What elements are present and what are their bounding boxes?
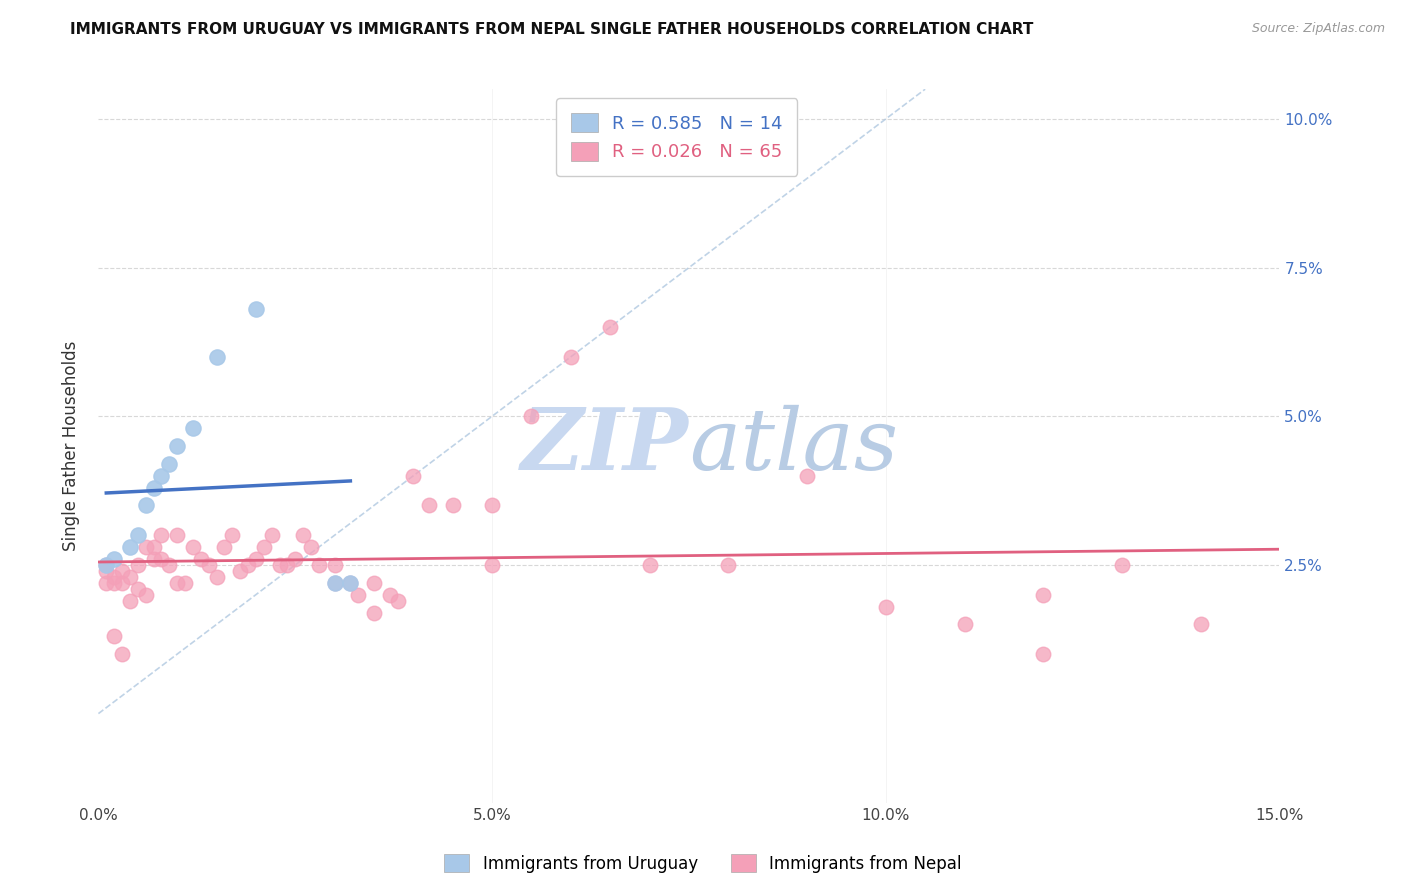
- Point: [638, 558, 661, 572]
- Point: [135, 540, 157, 554]
- Point: [599, 320, 621, 334]
- Point: [166, 439, 188, 453]
- Point: [560, 350, 582, 364]
- Point: [253, 540, 276, 554]
- Legend: Immigrants from Uruguay, Immigrants from Nepal: Immigrants from Uruguay, Immigrants from…: [437, 847, 969, 880]
- Point: [481, 499, 503, 513]
- Point: [103, 575, 125, 590]
- Point: [142, 540, 165, 554]
- Point: [418, 499, 440, 513]
- Point: [323, 575, 346, 590]
- Point: [103, 552, 125, 566]
- Point: [347, 588, 370, 602]
- Point: [339, 575, 361, 590]
- Point: [96, 564, 118, 578]
- Point: [339, 575, 361, 590]
- Point: [205, 570, 228, 584]
- Text: Source: ZipAtlas.com: Source: ZipAtlas.com: [1251, 22, 1385, 36]
- Point: [150, 552, 173, 566]
- Point: [118, 593, 141, 607]
- Point: [96, 558, 118, 572]
- Point: [378, 588, 401, 602]
- Point: [260, 528, 283, 542]
- Point: [308, 558, 330, 572]
- Point: [387, 593, 409, 607]
- Point: [150, 528, 173, 542]
- Point: [1032, 647, 1054, 661]
- Point: [323, 558, 346, 572]
- Point: [181, 421, 204, 435]
- Point: [96, 558, 118, 572]
- Point: [157, 457, 180, 471]
- Point: [127, 528, 149, 542]
- Point: [1189, 617, 1212, 632]
- Point: [323, 575, 346, 590]
- Point: [276, 558, 298, 572]
- Point: [135, 499, 157, 513]
- Point: [142, 481, 165, 495]
- Point: [118, 540, 141, 554]
- Point: [717, 558, 740, 572]
- Point: [190, 552, 212, 566]
- Point: [245, 302, 267, 317]
- Point: [363, 606, 385, 620]
- Point: [221, 528, 243, 542]
- Point: [236, 558, 259, 572]
- Point: [103, 629, 125, 643]
- Point: [1111, 558, 1133, 572]
- Point: [111, 575, 134, 590]
- Point: [299, 540, 322, 554]
- Point: [174, 575, 197, 590]
- Point: [166, 528, 188, 542]
- Point: [1032, 588, 1054, 602]
- Point: [229, 564, 252, 578]
- Legend: R = 0.585   N = 14, R = 0.026   N = 65: R = 0.585 N = 14, R = 0.026 N = 65: [557, 98, 797, 176]
- Point: [111, 564, 134, 578]
- Point: [205, 350, 228, 364]
- Point: [796, 468, 818, 483]
- Point: [875, 599, 897, 614]
- Point: [363, 575, 385, 590]
- Point: [166, 575, 188, 590]
- Point: [181, 540, 204, 554]
- Point: [441, 499, 464, 513]
- Y-axis label: Single Father Households: Single Father Households: [62, 341, 80, 551]
- Point: [150, 468, 173, 483]
- Point: [481, 558, 503, 572]
- Point: [953, 617, 976, 632]
- Point: [127, 582, 149, 596]
- Text: IMMIGRANTS FROM URUGUAY VS IMMIGRANTS FROM NEPAL SINGLE FATHER HOUSEHOLDS CORREL: IMMIGRANTS FROM URUGUAY VS IMMIGRANTS FR…: [70, 22, 1033, 37]
- Text: ZIP: ZIP: [522, 404, 689, 488]
- Point: [402, 468, 425, 483]
- Point: [135, 588, 157, 602]
- Point: [284, 552, 307, 566]
- Point: [127, 558, 149, 572]
- Point: [520, 409, 543, 424]
- Text: atlas: atlas: [689, 405, 898, 487]
- Point: [118, 570, 141, 584]
- Point: [96, 575, 118, 590]
- Point: [111, 647, 134, 661]
- Point: [142, 552, 165, 566]
- Point: [103, 570, 125, 584]
- Point: [214, 540, 236, 554]
- Point: [292, 528, 315, 542]
- Point: [269, 558, 291, 572]
- Point: [197, 558, 219, 572]
- Point: [245, 552, 267, 566]
- Point: [157, 558, 180, 572]
